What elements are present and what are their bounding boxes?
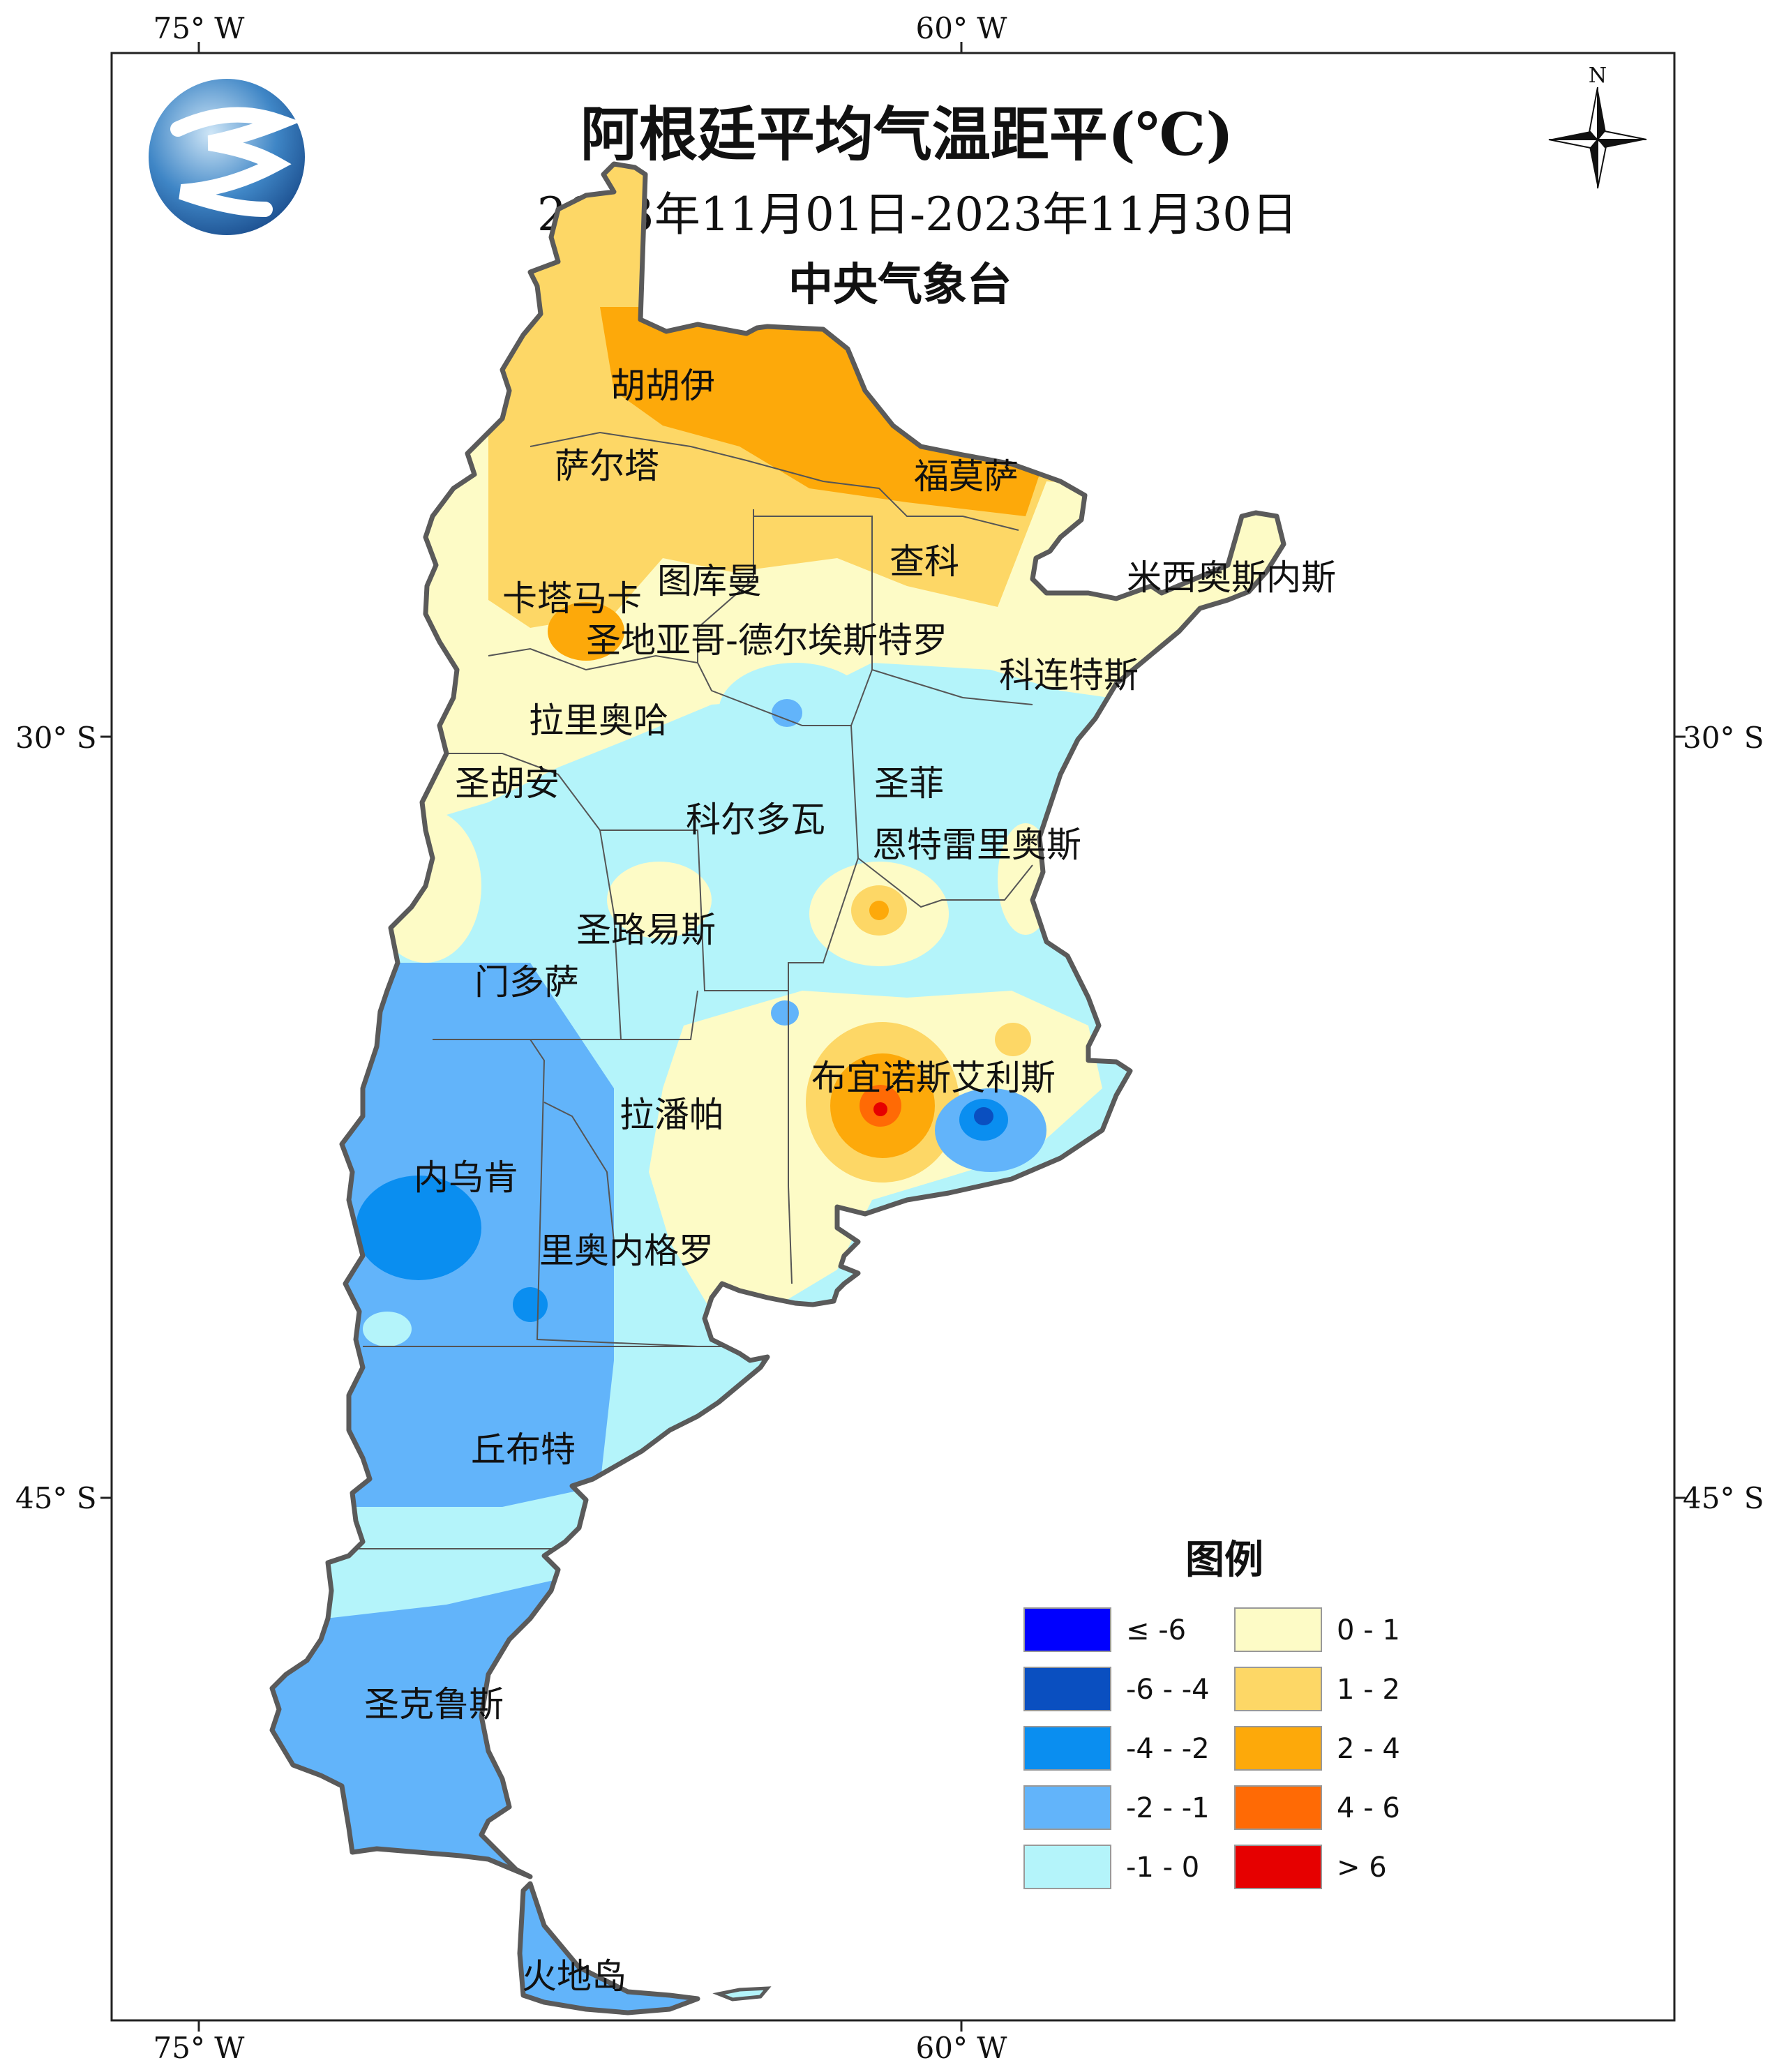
province-label: 卡塔马卡 <box>502 578 642 619</box>
legend-label: 0 - 1 <box>1337 1614 1400 1646</box>
province-label: 科尔多瓦 <box>686 799 825 840</box>
coord-right-45s: 45° S <box>1683 1481 1764 1515</box>
province-label: 火地岛 <box>522 1956 626 1997</box>
map-organization: 中央气象台 <box>788 260 1012 311</box>
coord-top-75w: 75° W <box>153 11 246 45</box>
province-labels: 胡胡伊 萨尔塔 福莫萨 查科 米西奥斯内斯 图库曼 卡塔马卡 圣地亚哥-德尔埃斯… <box>364 366 1336 1997</box>
coord-right-30s: 30° S <box>1683 721 1764 755</box>
legend-swatch <box>1023 1607 1111 1652</box>
north-arrow-icon: N <box>1548 63 1647 189</box>
province-borders <box>356 431 1033 1549</box>
isla-de-los-estados <box>712 1986 772 2002</box>
province-label: 拉潘帕 <box>620 1095 724 1135</box>
legend-label: ≤ -6 <box>1126 1614 1186 1646</box>
map-frame <box>110 52 1676 2022</box>
legend-swatch <box>1234 1726 1322 1771</box>
legend-swatch <box>1023 1785 1111 1830</box>
province-label: 圣地亚哥-德尔埃斯特罗 <box>586 620 947 661</box>
coord-left-30s: 30° S <box>15 721 97 755</box>
cma-logo-icon <box>149 79 305 235</box>
province-label: 圣克鲁斯 <box>364 1684 504 1725</box>
legend-label: -4 - -2 <box>1126 1733 1210 1765</box>
map-title: 阿根廷平均气温距平(℃) <box>580 100 1233 169</box>
province-label: 圣菲 <box>874 763 944 804</box>
legend-label: 1 - 2 <box>1337 1674 1400 1706</box>
province-label: 圣路易斯 <box>576 910 716 950</box>
coord-top-60w: 60° W <box>916 11 1008 45</box>
legend-swatch <box>1234 1785 1322 1830</box>
legend-label: 2 - 4 <box>1337 1733 1400 1765</box>
legend-swatch <box>1023 1726 1111 1771</box>
legend-label: 4 - 6 <box>1337 1792 1400 1824</box>
province-label: 福莫萨 <box>914 456 1019 497</box>
province-label: 恩特雷里奥斯 <box>872 825 1081 865</box>
graticule-ticks <box>100 42 1686 2032</box>
legend-label: > 6 <box>1337 1852 1387 1884</box>
coord-left-45s: 45° S <box>15 1481 97 1515</box>
province-label: 圣胡安 <box>455 763 560 804</box>
province-label: 图库曼 <box>657 561 762 601</box>
province-label: 里奥内格罗 <box>539 1231 714 1271</box>
province-label: 内乌肯 <box>414 1157 518 1198</box>
province-label: 丘布特 <box>471 1429 576 1470</box>
province-label: 拉里奥哈 <box>529 700 668 741</box>
province-label: 米西奥斯内斯 <box>1127 557 1336 598</box>
argentina-outline <box>269 161 1286 2015</box>
legend-swatch <box>1023 1845 1111 1889</box>
legend-swatch <box>1023 1667 1111 1711</box>
province-label: 科连特斯 <box>999 655 1139 696</box>
coord-bottom-60w: 60° W <box>916 2031 1008 2065</box>
svg-text:N: N <box>1589 63 1607 88</box>
province-label: 胡胡伊 <box>610 366 715 406</box>
province-label: 布宜诺斯艾利斯 <box>811 1058 1056 1098</box>
province-label: 门多萨 <box>474 962 579 1003</box>
coord-bottom-75w: 75° W <box>153 2031 246 2065</box>
legend-title: 图例 <box>1185 1538 1263 1583</box>
legend-label: -1 - 0 <box>1126 1852 1199 1884</box>
legend-swatch <box>1234 1845 1322 1889</box>
legend-label: -6 - -4 <box>1126 1674 1210 1706</box>
legend: 图例 ≤ -6 -6 - -4 -4 - -2 -2 - -1 -1 - 0 0 - 1 1… <box>1023 1538 1400 1889</box>
legend-swatch <box>1234 1607 1322 1652</box>
legend-swatch <box>1234 1667 1322 1711</box>
province-label: 查科 <box>890 541 959 582</box>
legend-label: -2 - -1 <box>1126 1792 1210 1824</box>
province-label: 萨尔塔 <box>555 446 659 486</box>
map-subtitle: 2023年11月01日-2023年11月30日 <box>537 188 1298 241</box>
